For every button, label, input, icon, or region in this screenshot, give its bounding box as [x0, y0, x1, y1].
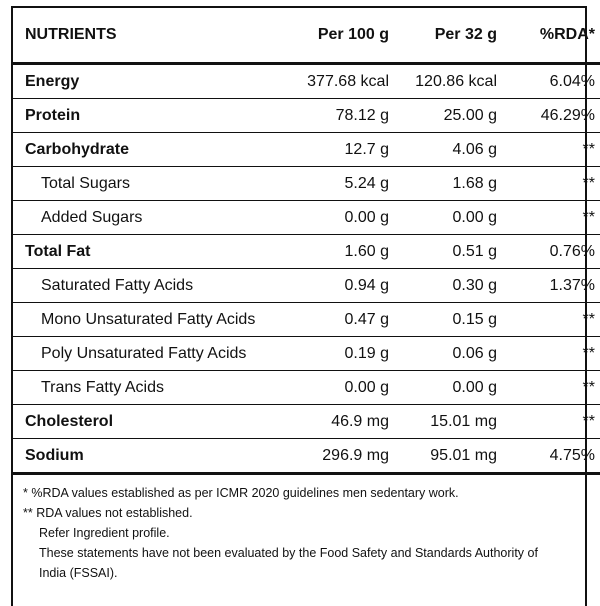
nutrient-value: ** [497, 370, 600, 405]
nutrient-value: 12.7 g [291, 132, 389, 167]
nutrient-name: Sodium [13, 438, 291, 475]
nutrient-row: Poly Unsaturated Fatty Acids 0.19 g 0.06 g… [13, 336, 600, 371]
nutrient-value: ** [497, 166, 600, 201]
nutrient-value: 0.15 g [389, 302, 497, 337]
nutrient-value: ** [497, 404, 600, 439]
nutrient-name: Carbohydrate [13, 132, 291, 167]
nutrient-name: Energy [13, 63, 291, 99]
nutrient-value: 0.06 g [389, 336, 497, 371]
nutrient-name: Trans Fatty Acids [13, 370, 291, 405]
nutrient-value: 1.37% [497, 268, 600, 303]
nutrition-table: NUTRIENTS Per 100 g Per 32 g %RDA* Energ… [13, 8, 600, 475]
nutrient-value: 4.75% [497, 438, 600, 475]
nutrient-value: 1.68 g [389, 166, 497, 201]
nutrient-value: ** [497, 336, 600, 371]
header-row: NUTRIENTS Per 100 g Per 32 g %RDA* [13, 8, 600, 65]
nutrient-name: Added Sugars [13, 200, 291, 235]
nutrient-value: 25.00 g [389, 98, 497, 133]
nutrient-name: Protein [13, 98, 291, 133]
nutrient-value: 0.47 g [291, 302, 389, 337]
nutrient-value: 0.76% [497, 234, 600, 269]
nutrient-row: Carbohydrate 12.7 g 4.06 g ** [13, 132, 600, 167]
nutrient-name: Saturated Fatty Acids [13, 268, 291, 303]
nutrient-value: 0.00 g [389, 200, 497, 235]
nutrient-value: 0.30 g [389, 268, 497, 303]
nutrient-row: Total Fat 1.60 g 0.51 g 0.76% [13, 234, 600, 269]
nutrient-value: 0.00 g [291, 200, 389, 235]
header-cell: Per 100 g [291, 8, 389, 65]
nutrient-value: 46.29% [497, 98, 600, 133]
nutrient-value: 6.04% [497, 63, 600, 99]
nutrient-row: Saturated Fatty Acids 0.94 g 0.30 g 1.37% [13, 268, 600, 303]
nutrient-name: Total Fat [13, 234, 291, 269]
nutrient-value: 4.06 g [389, 132, 497, 167]
nutrient-value: 78.12 g [291, 98, 389, 133]
nutrient-value: 0.19 g [291, 336, 389, 371]
nutrient-value: ** [497, 302, 600, 337]
nutrient-value: ** [497, 132, 600, 167]
footnote: These statements have not been evaluated… [39, 546, 538, 580]
nutrient-value: 46.9 mg [291, 404, 389, 439]
footnote: Refer Ingredient profile. [39, 526, 170, 540]
nutrient-row: Protein 78.12 g 25.00 g 46.29% [13, 98, 600, 133]
nutrient-value: 296.9 mg [291, 438, 389, 475]
nutrient-name: Cholesterol [13, 404, 291, 439]
nutrient-value: 0.00 g [389, 370, 497, 405]
header-cell: Per 32 g [389, 8, 497, 65]
nutrient-value: 377.68 kcal [291, 63, 389, 99]
footnote: * %RDA values established as per ICMR 20… [23, 486, 459, 500]
nutrition-panel: NUTRIENTS Per 100 g Per 32 g %RDA* Energ… [11, 6, 600, 606]
nutrient-row: Added Sugars 0.00 g 0.00 g ** [13, 200, 600, 235]
nutrient-row: Cholesterol 46.9 mg 15.01 mg ** [13, 404, 600, 439]
nutrient-value: 95.01 mg [389, 438, 497, 475]
nutrient-row: Sodium 296.9 mg 95.01 mg 4.75% [13, 438, 600, 475]
footnotes: * %RDA values established as per ICMR 20… [23, 483, 553, 583]
nutrient-row: Energy 377.68 kcal 120.86 kcal 6.04% [13, 63, 600, 99]
nutrient-row: Trans Fatty Acids 0.00 g 0.00 g ** [13, 370, 600, 405]
nutrient-value: 15.01 mg [389, 404, 497, 439]
nutrient-name: Total Sugars [13, 166, 291, 201]
nutrient-name: Poly Unsaturated Fatty Acids [13, 336, 291, 371]
table-body: Energy 377.68 kcal 120.86 kcal 6.04% Protein… [13, 63, 600, 475]
footnote: ** RDA values not established. [23, 506, 193, 520]
nutrient-name: Mono Unsaturated Fatty Acids [13, 302, 291, 337]
header-cell: %RDA* [497, 8, 600, 65]
nutrient-value: 5.24 g [291, 166, 389, 201]
nutrient-row: Total Sugars 5.24 g 1.68 g ** [13, 166, 600, 201]
nutrient-value: 1.60 g [291, 234, 389, 269]
nutrient-value: ** [497, 200, 600, 235]
nutrient-value: 0.94 g [291, 268, 389, 303]
nutrient-value: 0.51 g [389, 234, 497, 269]
nutrient-value: 0.00 g [291, 370, 389, 405]
nutrient-row: Mono Unsaturated Fatty Acids 0.47 g 0.15 g… [13, 302, 600, 337]
nutrient-value: 120.86 kcal [389, 63, 497, 99]
header-cell: NUTRIENTS [13, 8, 291, 65]
